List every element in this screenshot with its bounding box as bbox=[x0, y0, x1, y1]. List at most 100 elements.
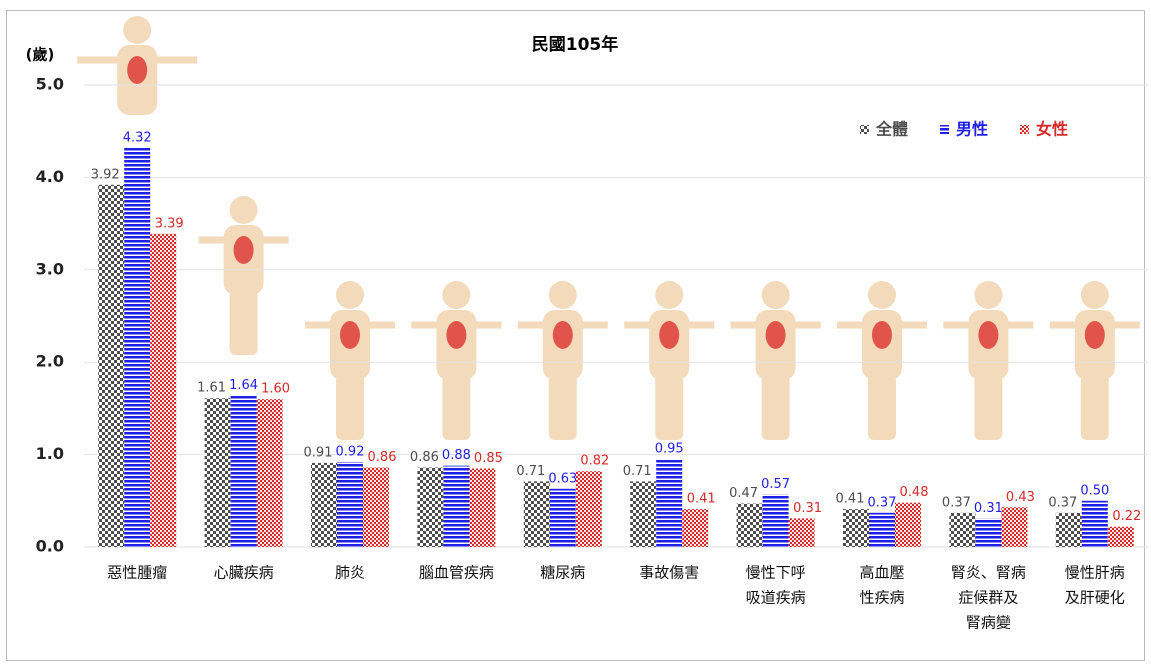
bar bbox=[737, 504, 763, 547]
figure-legs bbox=[655, 375, 683, 440]
figure-head bbox=[336, 281, 364, 309]
data-label: 0.48 bbox=[900, 485, 929, 500]
bar bbox=[895, 503, 921, 547]
x-tick-label: 腎炎、腎病 bbox=[951, 564, 1026, 582]
figure-organ bbox=[127, 56, 147, 84]
figure-organ bbox=[872, 321, 892, 349]
legend-label: 全體 bbox=[875, 120, 908, 139]
data-label: 3.92 bbox=[91, 167, 120, 182]
figure-organ bbox=[1085, 321, 1105, 349]
data-label: 0.63 bbox=[548, 471, 577, 486]
data-label: 0.41 bbox=[687, 492, 716, 507]
figure-legs bbox=[1081, 375, 1109, 440]
x-tick-label: 慢性下呼 bbox=[746, 564, 806, 582]
data-label: 0.86 bbox=[368, 450, 397, 465]
bar bbox=[949, 513, 975, 547]
bar bbox=[443, 466, 469, 547]
body-figure bbox=[77, 16, 197, 115]
chart: 民國105年 (歲) 0.01.02.03.04.05.0惡性腫瘤3.924.3… bbox=[0, 0, 1151, 664]
data-label: 0.95 bbox=[655, 442, 684, 457]
figure-head bbox=[762, 281, 790, 309]
x-tick-label: 腦血管疾病 bbox=[419, 564, 494, 582]
body-figure bbox=[943, 281, 1033, 440]
x-tick-label: 慢性肝病 bbox=[1065, 564, 1125, 582]
data-label: 0.50 bbox=[1080, 483, 1109, 498]
bar bbox=[124, 148, 150, 547]
figure-organ bbox=[340, 321, 360, 349]
data-label: 3.39 bbox=[155, 216, 184, 231]
figure-legs bbox=[442, 375, 470, 440]
figure-head bbox=[230, 196, 258, 224]
data-label: 0.37 bbox=[1048, 495, 1077, 510]
x-tick-label: 事故傷害 bbox=[639, 564, 699, 582]
x-tick-label: 惡性腫瘤 bbox=[107, 564, 167, 582]
y-tick-label: 0.0 bbox=[36, 537, 64, 556]
figure-organ bbox=[659, 321, 679, 349]
x-tick-label: 糖尿病 bbox=[540, 564, 585, 582]
legend-swatch bbox=[860, 125, 869, 134]
bar bbox=[789, 518, 815, 547]
bar bbox=[656, 459, 682, 547]
figure-head bbox=[549, 281, 577, 309]
y-tick-label: 5.0 bbox=[36, 75, 64, 94]
data-label: 0.37 bbox=[942, 495, 971, 510]
figure-head bbox=[868, 281, 896, 309]
data-label: 0.22 bbox=[1112, 509, 1141, 524]
legend-swatch bbox=[1020, 125, 1029, 134]
data-label: 0.37 bbox=[868, 495, 897, 510]
bar bbox=[150, 234, 176, 547]
figure-legs bbox=[974, 375, 1002, 440]
x-tick-label: 高血壓 bbox=[859, 564, 904, 582]
data-label: 0.86 bbox=[410, 450, 439, 465]
bar bbox=[1108, 527, 1134, 547]
figure-organ bbox=[766, 321, 786, 349]
data-label: 0.85 bbox=[474, 451, 503, 466]
x-tick-label: 心臟疾病 bbox=[214, 564, 274, 582]
bar bbox=[363, 468, 389, 547]
bar bbox=[763, 494, 789, 547]
figure-head bbox=[1081, 281, 1109, 309]
figure-organ bbox=[234, 236, 254, 264]
x-tick-label: 腎病變 bbox=[966, 614, 1011, 632]
data-label: 0.41 bbox=[836, 492, 865, 507]
bar bbox=[98, 185, 124, 547]
figure-head bbox=[442, 281, 470, 309]
data-label: 0.91 bbox=[304, 445, 333, 460]
bar bbox=[524, 481, 550, 547]
data-label: 0.82 bbox=[580, 454, 609, 469]
data-label: 0.71 bbox=[623, 464, 652, 479]
x-tick-label: 吸道疾病 bbox=[746, 589, 806, 607]
legend-swatch bbox=[940, 125, 949, 134]
legend-label: 男性 bbox=[956, 120, 988, 139]
bar bbox=[869, 513, 895, 547]
bar bbox=[311, 463, 337, 547]
bar bbox=[1056, 513, 1082, 547]
figure-organ bbox=[553, 321, 573, 349]
bar bbox=[550, 489, 576, 547]
figure-head bbox=[123, 16, 151, 44]
body-figure bbox=[624, 281, 714, 440]
data-label: 1.64 bbox=[229, 378, 258, 393]
figure-organ bbox=[446, 321, 466, 349]
body-figure bbox=[411, 281, 501, 440]
body-figure bbox=[731, 281, 821, 440]
x-tick-label: 症候群及 bbox=[958, 589, 1018, 607]
body-figure bbox=[199, 196, 289, 355]
legend-label: 女性 bbox=[1036, 120, 1068, 139]
figure-organ bbox=[978, 321, 998, 349]
bar bbox=[469, 468, 495, 547]
bar bbox=[630, 481, 656, 547]
data-label: 0.71 bbox=[516, 464, 545, 479]
figure-head bbox=[974, 281, 1002, 309]
bar bbox=[576, 471, 602, 547]
bar bbox=[231, 395, 257, 547]
y-tick-label: 3.0 bbox=[36, 259, 64, 278]
x-tick-label: 肺炎 bbox=[335, 564, 365, 582]
data-label: 0.31 bbox=[974, 501, 1003, 516]
figure-legs bbox=[230, 290, 258, 355]
data-label: 1.61 bbox=[197, 381, 226, 396]
figure-head bbox=[655, 281, 683, 309]
figure-legs bbox=[549, 375, 577, 440]
bar bbox=[205, 398, 231, 547]
body-figure bbox=[1050, 281, 1140, 440]
